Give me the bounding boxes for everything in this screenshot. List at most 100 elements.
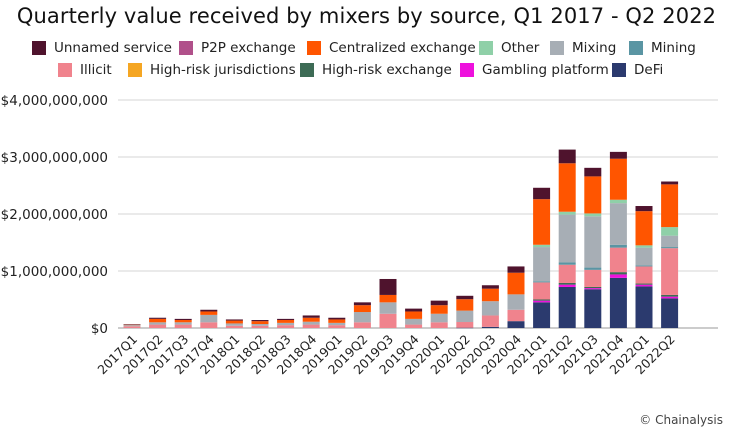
bar-segment-illicit (584, 269, 602, 287)
legend-item-high-risk-exchange: High-risk exchange (300, 62, 452, 78)
bar-segment-illicit (123, 326, 141, 328)
bar-segment-illicit (661, 248, 679, 295)
bar-segment-mining (635, 265, 653, 267)
bar-segment-centralized-exchange (456, 299, 474, 311)
y-tick-label: $4,000,000,000 (1, 93, 108, 109)
bar-stack (635, 206, 653, 328)
bar-segment-centralized-exchange (507, 272, 525, 295)
legend-item-centralized-exchange: Centralized exchange (307, 40, 476, 56)
bar-segment-mixing (456, 310, 474, 323)
bar-stack (251, 320, 269, 328)
bar-stack (661, 181, 679, 328)
bar-segment-mixing (225, 323, 243, 326)
bar-segment-centralized-exchange (123, 324, 141, 326)
bar-segment-centralized-exchange (430, 305, 448, 314)
legend-label: High-risk exchange (322, 62, 452, 78)
bar-segment-centralized-exchange (353, 305, 371, 313)
bar-segment-defi (635, 286, 653, 328)
bar-stack (609, 151, 627, 328)
bar-segment-defi (558, 286, 576, 328)
bar-segment-illicit (507, 309, 525, 322)
bar-segment-unnamed-service (302, 315, 320, 318)
bar-stack (533, 187, 551, 328)
bar-segment-defi (507, 321, 525, 328)
bar-stack (456, 295, 474, 329)
legend-label: High-risk jurisdictions (150, 62, 296, 78)
bar-segment-mining (661, 247, 679, 249)
bar-segment-illicit (149, 324, 167, 328)
bar-segment-mixing (328, 322, 346, 326)
legend-item-illicit: Illicit (58, 62, 112, 78)
bar-segment-centralized-exchange (174, 320, 192, 323)
legend-swatch (612, 63, 626, 77)
bar-segment-illicit (302, 324, 320, 328)
bar-segment-centralized-exchange (405, 311, 423, 319)
legend-item-p2p-exchange: P2P exchange (179, 40, 296, 56)
bar-stacks (123, 149, 679, 329)
bar-segment-centralized-exchange (149, 318, 167, 323)
bar-stack (353, 302, 371, 328)
bar-stack (123, 324, 141, 328)
bar-stack (200, 309, 218, 328)
bar-segment-unnamed-service (558, 149, 576, 164)
legend-label: Illicit (80, 62, 112, 78)
source-credit: © Chainalysis (639, 413, 723, 427)
bar-segment-illicit (277, 325, 295, 328)
bar-stack (277, 318, 295, 328)
bar-segment-gambling-platform (635, 284, 653, 287)
bar-segment-mixing (123, 325, 141, 327)
bar-segment-gambling-platform (609, 274, 627, 278)
bar-segment-unnamed-service (533, 187, 551, 200)
legend-item-unnamed-service: Unnamed service (32, 40, 172, 56)
bar-segment-centralized-exchange (481, 288, 499, 302)
bar-segment-mining (609, 244, 627, 248)
bar-segment-unnamed-service (174, 318, 192, 321)
legend-swatch (128, 63, 142, 77)
bar-segment-defi (533, 302, 551, 328)
bar-segment-mining (558, 262, 576, 265)
bar-segment-unnamed-service (277, 318, 295, 321)
bar-segment-centralized-exchange (661, 184, 679, 228)
bar-segment-centralized-exchange (328, 319, 346, 323)
bar-segment-unnamed-service (456, 295, 474, 300)
bar-segment-illicit (533, 282, 551, 300)
bar-stack (225, 319, 243, 328)
bar-segment-illicit (430, 322, 448, 328)
bar-segment-defi (609, 277, 627, 328)
legend-label: Other (501, 40, 540, 56)
legend-swatch (32, 41, 46, 55)
legend-swatch (460, 63, 474, 77)
bar-segment-centralized-exchange (533, 199, 551, 245)
bar-segment-high-risk-exchange (661, 294, 679, 297)
legend-swatch (550, 41, 564, 55)
bar-segment-mixing (661, 235, 679, 248)
bar-segment-mixing (533, 247, 551, 282)
bar-segment-illicit (174, 324, 192, 328)
bar-segment-defi (456, 327, 474, 329)
bar-segment-unnamed-service (635, 206, 653, 212)
bar-segment-mixing (379, 302, 397, 314)
bar-segment-gambling-platform (558, 284, 576, 287)
bar-segment-unnamed-service (430, 300, 448, 306)
bar-segment-illicit (379, 313, 397, 328)
bar-segment-unnamed-service (609, 151, 627, 159)
gridlines (118, 99, 718, 329)
bar-segment-unnamed-service (353, 302, 371, 306)
bar-segment-mixing (149, 322, 167, 325)
legend-swatch (307, 41, 321, 55)
bar-segment-unnamed-service (328, 317, 346, 320)
bar-segment-high-risk-exchange (635, 283, 653, 285)
legend-label: Unnamed service (54, 40, 172, 56)
bar-segment-illicit (353, 322, 371, 328)
bar-segment-mixing (200, 314, 218, 323)
bar-segment-unnamed-service (584, 167, 602, 177)
y-tick-label: $1,000,000,000 (1, 264, 108, 280)
bar-segment-unnamed-service (507, 266, 525, 273)
bar-segment-high-risk-exchange (584, 286, 602, 289)
legend-item-mining: Mining (629, 40, 696, 56)
legend-item-other: Other (479, 40, 539, 56)
bar-segment-mixing (635, 247, 653, 266)
legend-item-mixing: Mixing (550, 40, 616, 56)
bar-segment-illicit (225, 325, 243, 328)
y-tick-label: $3,000,000,000 (1, 150, 108, 166)
